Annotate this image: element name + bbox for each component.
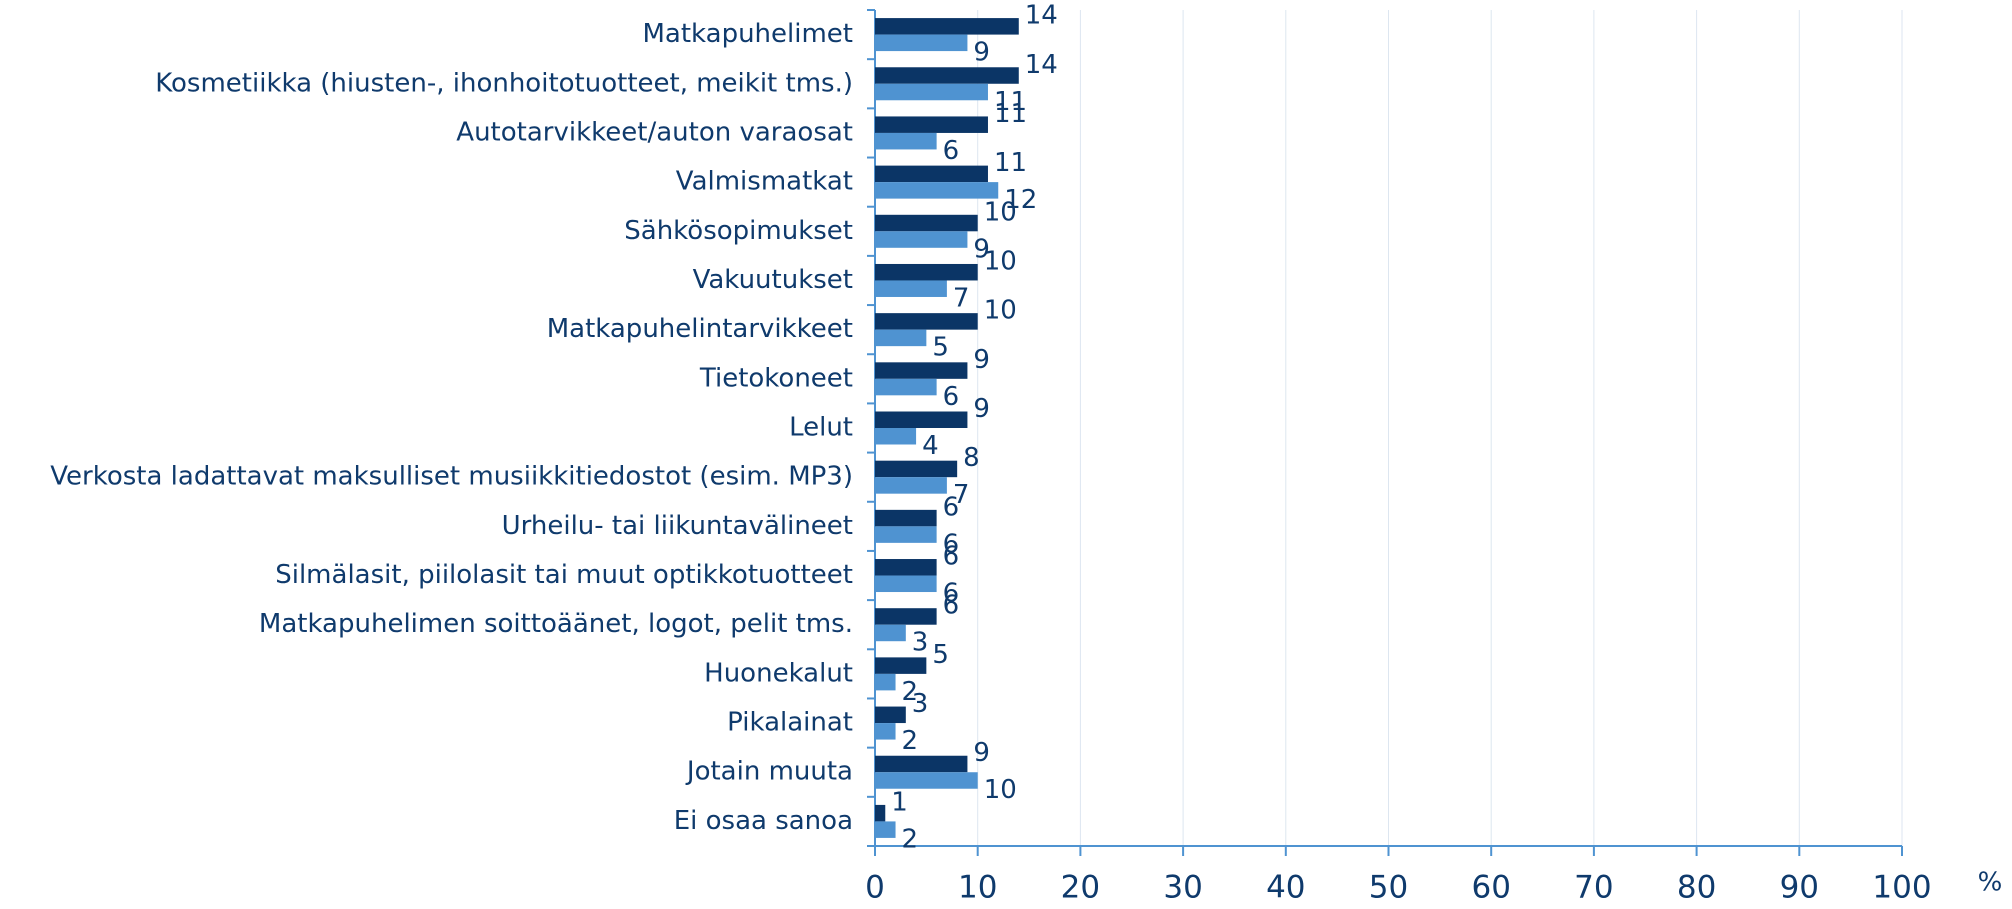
bar [875, 362, 968, 379]
x-tick-label: 0 [865, 870, 885, 906]
data-label: 9 [973, 738, 990, 768]
data-label: 2 [902, 824, 919, 854]
data-label: 6 [943, 529, 960, 559]
bar [875, 477, 947, 494]
data-label: 7 [953, 480, 970, 510]
data-label: 8 [963, 443, 980, 473]
y-tick-label: Huonekalut [704, 658, 853, 688]
bar [875, 624, 906, 642]
x-tick-label: 50 [1369, 870, 1408, 906]
data-label: 10 [984, 296, 1017, 326]
bar [875, 182, 999, 199]
bar [875, 575, 937, 593]
x-tick-label: 40 [1266, 870, 1305, 906]
bar [875, 231, 968, 248]
data-label: 5 [932, 333, 949, 363]
y-tick-label: Kosmetiikka (hiusten-, ihonhoitotuotteet… [155, 68, 853, 98]
data-label: 9 [973, 345, 990, 375]
bar [875, 132, 937, 150]
bar [875, 83, 988, 101]
bar [875, 723, 896, 740]
data-label: 7 [953, 283, 970, 313]
bar [875, 378, 937, 396]
x-tick-label: 10 [958, 870, 997, 906]
data-label: 14 [1025, 1, 1058, 31]
bar [875, 67, 1019, 84]
y-tick-label: Vakuutukset [693, 265, 853, 295]
bar [875, 411, 968, 428]
data-label: 9 [973, 234, 990, 264]
bar [875, 755, 968, 773]
x-tick-label: 100 [1872, 870, 1931, 906]
data-label: 6 [943, 492, 960, 522]
x-tick-label: 20 [1061, 870, 1100, 906]
data-label: 2 [902, 726, 919, 756]
data-label: 5 [932, 640, 949, 670]
bar [875, 657, 927, 674]
data-label: 3 [912, 689, 929, 719]
bar [875, 329, 927, 347]
y-tick-label: Tietokoneet [699, 363, 853, 393]
data-label: 3 [912, 628, 929, 658]
x-tick-label: 70 [1574, 870, 1613, 906]
bar [875, 214, 978, 232]
bar [875, 34, 968, 52]
y-tick-label: Ei osaa sanoa [674, 806, 853, 836]
y-tick-label: Urheilu- tai liikuntavälineet [502, 511, 853, 541]
bar [875, 706, 906, 724]
data-label: 11 [994, 87, 1027, 117]
data-label: 2 [902, 677, 919, 707]
y-tick-label: Silmälasit, piilolasit tai muut optikkot… [275, 560, 853, 590]
x-axis-label: % [1978, 868, 2003, 898]
bar [875, 18, 1019, 35]
y-tick-label: Verkosta ladattavat maksulliset musiikki… [50, 462, 853, 492]
bar [875, 673, 896, 691]
y-tick-label: Jotain muuta [685, 757, 853, 787]
bar [875, 772, 978, 789]
data-label: 6 [943, 542, 960, 572]
bar [875, 821, 896, 838]
bar [875, 608, 937, 625]
x-tick-label: 30 [1163, 870, 1202, 906]
bar [875, 263, 978, 281]
data-label: 10 [984, 246, 1017, 276]
bar [875, 526, 937, 543]
data-label: 12 [1004, 185, 1037, 215]
data-label: 10 [984, 197, 1017, 227]
data-label: 6 [943, 136, 960, 166]
bar [875, 804, 886, 822]
x-tick-label: 60 [1471, 870, 1510, 906]
y-tick-label: Matkapuhelimen soittoäänet, logot, pelit… [259, 609, 853, 639]
x-tick-label: 80 [1677, 870, 1716, 906]
bar [875, 460, 958, 478]
data-label: 6 [943, 579, 960, 609]
data-label: 9 [973, 394, 990, 424]
y-tick-label: Sähkösopimukset [624, 216, 853, 246]
data-label: 11 [994, 148, 1027, 178]
bar [875, 428, 917, 445]
data-label: 6 [943, 591, 960, 621]
x-tick-label: 90 [1780, 870, 1819, 906]
data-label: 10 [984, 775, 1017, 805]
bar [875, 509, 937, 527]
data-label: 1 [891, 787, 908, 817]
data-label: 11 [994, 99, 1027, 129]
data-label: 14 [1025, 50, 1058, 80]
y-tick-label: Lelut [789, 413, 853, 443]
y-tick-label: Valmismatkat [676, 167, 853, 197]
data-label: 6 [943, 382, 960, 412]
bar [875, 165, 988, 183]
y-tick-label: Matkapuhelimet [642, 19, 853, 49]
data-label: 4 [922, 431, 939, 461]
y-tick-label: Pikalainat [727, 708, 853, 738]
bar [875, 116, 988, 133]
bar [875, 313, 978, 330]
bar [875, 559, 937, 576]
y-tick-label: Autotarvikkeet/auton varaosat [456, 117, 853, 147]
y-tick-label: Matkapuhelintarvikkeet [547, 314, 853, 344]
bar [875, 280, 947, 297]
data-label: 9 [973, 38, 990, 68]
